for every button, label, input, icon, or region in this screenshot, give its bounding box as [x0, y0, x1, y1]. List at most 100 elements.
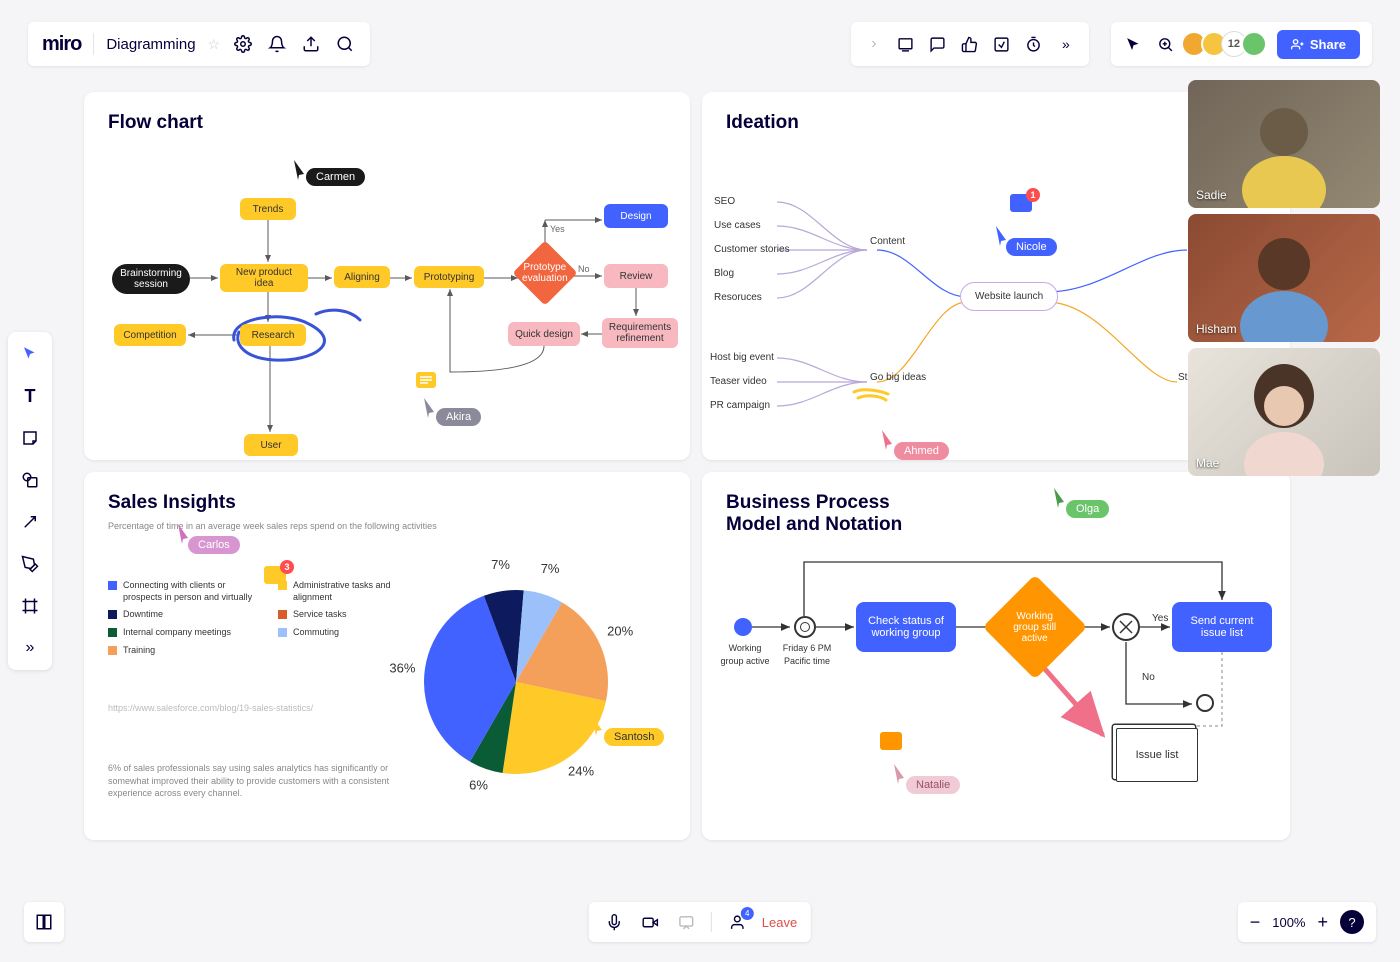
flowchart-node-research[interactable]: Research: [240, 324, 306, 346]
zoom-out-icon[interactable]: −: [1250, 912, 1261, 933]
mic-icon[interactable]: [603, 911, 625, 933]
frame-tool-icon[interactable]: [16, 592, 44, 620]
shapes-tool-icon[interactable]: [16, 466, 44, 494]
bpmn-task[interactable]: Send current issue list: [1172, 602, 1272, 652]
text-tool-icon[interactable]: T: [16, 382, 44, 410]
avatar[interactable]: [1241, 31, 1267, 57]
bpmn-document[interactable]: Issue list: [1116, 728, 1198, 782]
screen-share-icon[interactable]: [675, 911, 697, 933]
panel-bpmn[interactable]: Business Process Model and Notation Yes …: [702, 472, 1290, 840]
flowchart-node-proto_eval[interactable]: Prototype evaluation: [512, 240, 577, 305]
camera-icon[interactable]: [639, 911, 661, 933]
flowchart-node-competition[interactable]: Competition: [114, 324, 186, 346]
svg-text:Yes: Yes: [1152, 613, 1168, 624]
star-icon[interactable]: ☆: [208, 36, 221, 53]
mindmap-node[interactable]: Teaser video: [710, 376, 767, 387]
participants-icon[interactable]: 4: [726, 911, 748, 933]
mindmap-node[interactable]: Use cases: [714, 220, 761, 231]
flowchart-node-brainstorm[interactable]: Brainstorming session: [112, 264, 190, 294]
pie-slice: [503, 682, 606, 774]
panel-title: Sales Insights: [84, 472, 690, 522]
zoom-to-icon[interactable]: [1155, 33, 1177, 55]
cursor-nicole: Nicole: [1006, 238, 1057, 256]
apps-icon[interactable]: [991, 33, 1013, 55]
connector-tool-icon[interactable]: [16, 508, 44, 536]
cursor-follow-icon[interactable]: [1123, 33, 1145, 55]
pen-tool-icon[interactable]: [16, 550, 44, 578]
flowchart-node-aligning[interactable]: Aligning: [334, 266, 390, 288]
reactions-icon[interactable]: [959, 33, 981, 55]
bell-icon[interactable]: [266, 33, 288, 55]
mindmap-node[interactable]: Resoruces: [714, 292, 762, 303]
pie-slice: [516, 602, 608, 701]
comment-badge: 3: [280, 560, 294, 574]
flowchart-node-design[interactable]: Design: [604, 204, 668, 228]
bpmn-timer-event[interactable]: [794, 616, 816, 638]
zoom-level[interactable]: 100%: [1272, 915, 1305, 930]
source-link: https://www.salesforce.com/blog/19-sales…: [108, 702, 368, 715]
bpmn-decision[interactable]: Working group still active: [983, 575, 1088, 680]
pie-legend: Connecting with clients or prospects in …: [108, 580, 428, 656]
flowchart-node-user[interactable]: User: [244, 434, 298, 456]
frames-panel-icon[interactable]: [24, 902, 64, 942]
cursor-olga: Olga: [1066, 500, 1109, 518]
mindmap-node[interactable]: Content: [870, 236, 905, 247]
mindmap-node[interactable]: SEO: [714, 196, 735, 207]
timer-icon[interactable]: [1023, 33, 1045, 55]
cursor-santosh: Santosh: [604, 728, 664, 746]
flowchart-node-review[interactable]: Review: [604, 264, 668, 288]
flowchart-node-requirements[interactable]: Requirements refinement: [602, 318, 678, 348]
comment-marker-icon[interactable]: [416, 372, 436, 388]
svg-text:6%: 6%: [469, 778, 488, 793]
avatar-stack[interactable]: 12: [1187, 31, 1267, 57]
flowchart-node-new_idea[interactable]: New product idea: [220, 264, 308, 292]
export-icon[interactable]: [300, 33, 322, 55]
share-label: Share: [1310, 37, 1346, 52]
select-tool-icon[interactable]: [16, 340, 44, 368]
chevron-right-icon[interactable]: ›: [863, 33, 885, 55]
share-button[interactable]: Share: [1277, 30, 1360, 59]
more-icon[interactable]: »: [1055, 33, 1077, 55]
comment-icon[interactable]: [927, 33, 949, 55]
flowchart-node-prototyping[interactable]: Prototyping: [414, 266, 484, 288]
flowchart-node-quick[interactable]: Quick design: [508, 322, 580, 346]
panel-sales[interactable]: Sales Insights Percentage of time in an …: [84, 472, 690, 840]
help-icon[interactable]: ?: [1340, 910, 1364, 934]
comment-marker-icon[interactable]: [880, 732, 902, 750]
presentation-icon[interactable]: [895, 33, 917, 55]
mindmap-node[interactable]: Blog: [714, 268, 734, 279]
board-name[interactable]: Diagramming: [106, 36, 195, 53]
mindmap-center[interactable]: Website launch: [960, 282, 1058, 311]
video-thumb[interactable]: Sadie: [1188, 80, 1380, 208]
bpmn-gateway[interactable]: [1112, 613, 1140, 641]
cursor-natalie: Natalie: [906, 776, 960, 794]
search-icon[interactable]: [334, 33, 356, 55]
subtitle: Percentage of time in an average week sa…: [108, 520, 448, 533]
flowchart-node-trends[interactable]: Trends: [240, 198, 296, 220]
more-tools-icon[interactable]: »: [16, 634, 44, 662]
comment-badge: 1: [1026, 188, 1040, 202]
panel-title: Flow chart: [84, 92, 690, 142]
video-panel: Sadie Hisham Mae: [1188, 80, 1380, 476]
tool-toolbar: T »: [8, 332, 52, 670]
bpmn-end-event[interactable]: [1196, 694, 1214, 712]
video-thumb[interactable]: Hisham: [1188, 214, 1380, 342]
mindmap-node[interactable]: Customer stories: [714, 244, 790, 255]
mindmap-node[interactable]: Go big ideas: [870, 372, 926, 383]
svg-text:Yes: Yes: [550, 224, 565, 234]
mindmap-node[interactable]: PR campaign: [710, 400, 770, 411]
video-thumb[interactable]: Mae: [1188, 348, 1380, 476]
bpmn-start-event[interactable]: [734, 618, 752, 636]
legend-item: Commuting: [278, 627, 428, 639]
panel-title: Business Process Model and Notation: [702, 472, 962, 544]
cursor-carlos: Carlos: [188, 536, 240, 554]
video-name: Sadie: [1196, 188, 1227, 202]
bpmn-task[interactable]: Check status of working group: [856, 602, 956, 652]
sticky-tool-icon[interactable]: [16, 424, 44, 452]
svg-text:20%: 20%: [607, 624, 633, 639]
mindmap-node[interactable]: Host big event: [710, 352, 774, 363]
zoom-in-icon[interactable]: +: [1317, 912, 1328, 933]
panel-flowchart[interactable]: Flow chart Yes No Brainstorming sessionN…: [84, 92, 690, 460]
settings-icon[interactable]: [232, 33, 254, 55]
leave-button[interactable]: Leave: [762, 915, 797, 930]
